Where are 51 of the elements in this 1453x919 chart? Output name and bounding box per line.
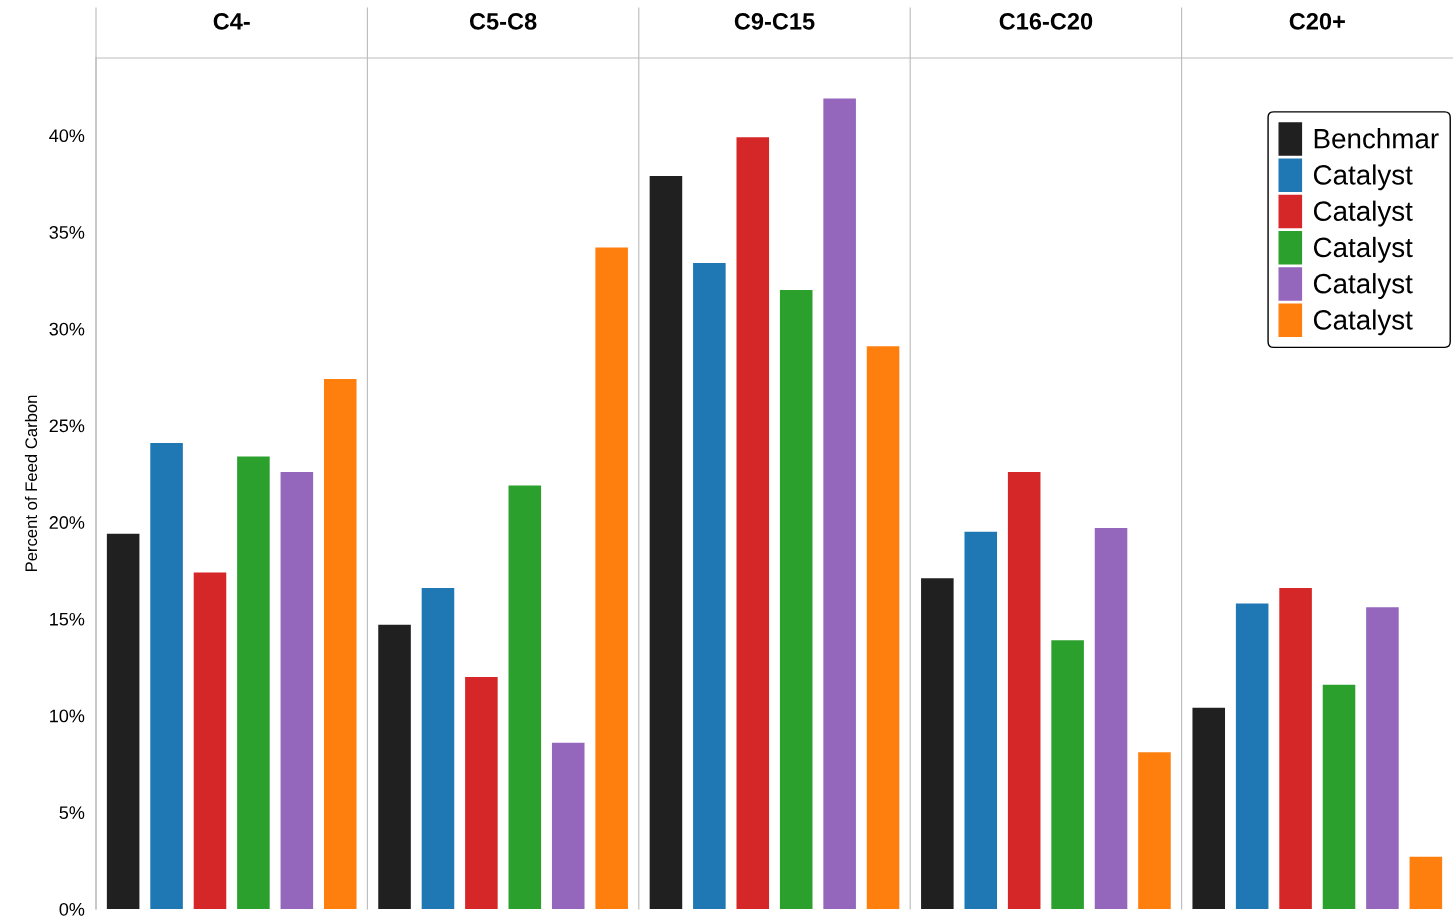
bar xyxy=(551,742,585,909)
bar xyxy=(421,587,455,909)
x-tick-label: C9-C15 xyxy=(734,13,815,30)
bar xyxy=(736,137,770,909)
legend-label: Catalyst xyxy=(1313,200,1413,227)
bar xyxy=(378,624,411,909)
bar xyxy=(693,263,726,909)
bar xyxy=(1322,684,1356,909)
bar xyxy=(1192,707,1226,909)
bar xyxy=(921,578,954,909)
bar xyxy=(193,572,227,909)
y-tick-label: 35% xyxy=(49,226,85,239)
bar xyxy=(1138,752,1171,909)
x-tick-label: C16-C20 xyxy=(999,13,1093,30)
bar xyxy=(595,247,628,909)
y-tick-label: 40% xyxy=(49,129,85,143)
bar xyxy=(280,471,314,909)
y-tick-label: 20% xyxy=(49,516,85,529)
legend-label: Catalyst xyxy=(1313,164,1413,191)
bar xyxy=(1366,607,1399,909)
bar xyxy=(106,533,140,909)
bar xyxy=(1094,527,1128,909)
x-tick-label: C4- xyxy=(213,13,250,30)
bar xyxy=(779,290,813,909)
x-tick-label: C20+ xyxy=(1289,13,1345,30)
y-tick-label: 0% xyxy=(59,902,85,916)
legend-label: Catalyst xyxy=(1313,309,1413,336)
legend-label: Catalyst xyxy=(1313,236,1413,263)
y-axis-title: Percent of Feed Carbon xyxy=(24,395,38,572)
bar xyxy=(1007,471,1041,909)
bar xyxy=(1235,603,1269,909)
bar xyxy=(823,98,856,909)
bar xyxy=(1051,640,1084,909)
bar xyxy=(649,175,683,909)
bar xyxy=(237,456,270,909)
bar xyxy=(508,485,542,909)
bar xyxy=(1279,587,1312,909)
bar xyxy=(150,442,183,909)
bar xyxy=(323,379,357,909)
y-tick-label: 30% xyxy=(49,322,85,336)
y-tick-label: 15% xyxy=(50,612,85,626)
bar xyxy=(866,346,900,909)
bar xyxy=(964,531,998,909)
x-tick-label: C5-C8 xyxy=(469,13,537,30)
legend-label: Catalyst xyxy=(1313,273,1413,299)
y-tick-label: 5% xyxy=(59,806,85,820)
bar xyxy=(465,676,498,909)
bar xyxy=(1409,856,1443,909)
y-tick-label: 25% xyxy=(49,419,85,433)
y-tick-label: 10% xyxy=(50,709,85,723)
legend-label: Benchmar xyxy=(1314,128,1439,149)
